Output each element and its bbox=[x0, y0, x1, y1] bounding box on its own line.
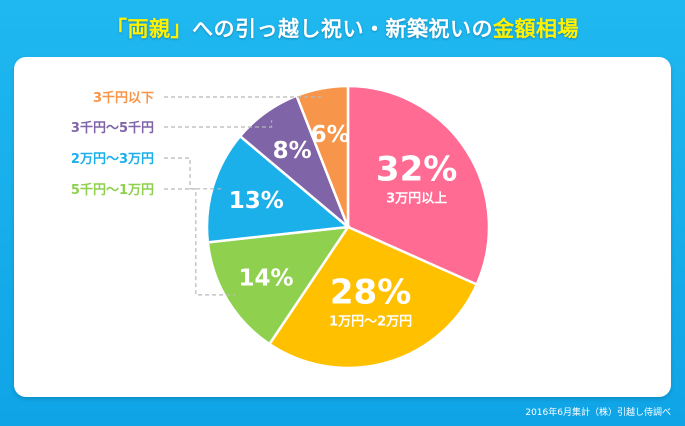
pie-slice-1 bbox=[267, 225, 479, 370]
legend-label-2: 5千円～1万円 bbox=[71, 182, 154, 198]
pie-slice-5 bbox=[294, 84, 350, 228]
slice-category-label-1: 1万円～2万円 bbox=[329, 315, 412, 330]
title-bracket-open: 「 bbox=[106, 17, 128, 41]
pie-slice-3 bbox=[205, 134, 352, 244]
leader-line-4 bbox=[164, 120, 273, 128]
title-middle: への引っ越し祝い・新築祝いの bbox=[192, 17, 493, 41]
title-highlight-amount: 金額相場 bbox=[493, 17, 579, 41]
pct-label-5: 6% bbox=[311, 122, 350, 148]
pct-label-1: 28% bbox=[330, 273, 411, 313]
pct-label-4: 8% bbox=[273, 138, 312, 164]
leader-line-2 bbox=[164, 188, 236, 296]
pct-label-3: 13% bbox=[229, 188, 284, 214]
source-note: 2016年6月集計（株）引越し侍調べ bbox=[525, 408, 671, 418]
chart-title: 「両親」への引っ越し祝い・新築祝いの 金額相場 bbox=[0, 0, 685, 56]
pie-slice-2 bbox=[206, 225, 351, 346]
slice-category-label-0: 3万円以上 bbox=[386, 191, 447, 206]
leader-line-3 bbox=[164, 157, 223, 190]
title-bracket-close: 」 bbox=[170, 17, 192, 41]
legend-label-5: 3千円以下 bbox=[93, 90, 154, 106]
pie-slice-0 bbox=[346, 84, 491, 287]
pct-label-0: 32% bbox=[376, 149, 457, 189]
legend-label-3: 2万円～3万円 bbox=[71, 152, 154, 167]
title-highlight-parents: 両親 bbox=[127, 17, 171, 41]
legend-label-4: 3千円～5千円 bbox=[71, 120, 154, 136]
pct-label-2: 14% bbox=[238, 266, 293, 292]
